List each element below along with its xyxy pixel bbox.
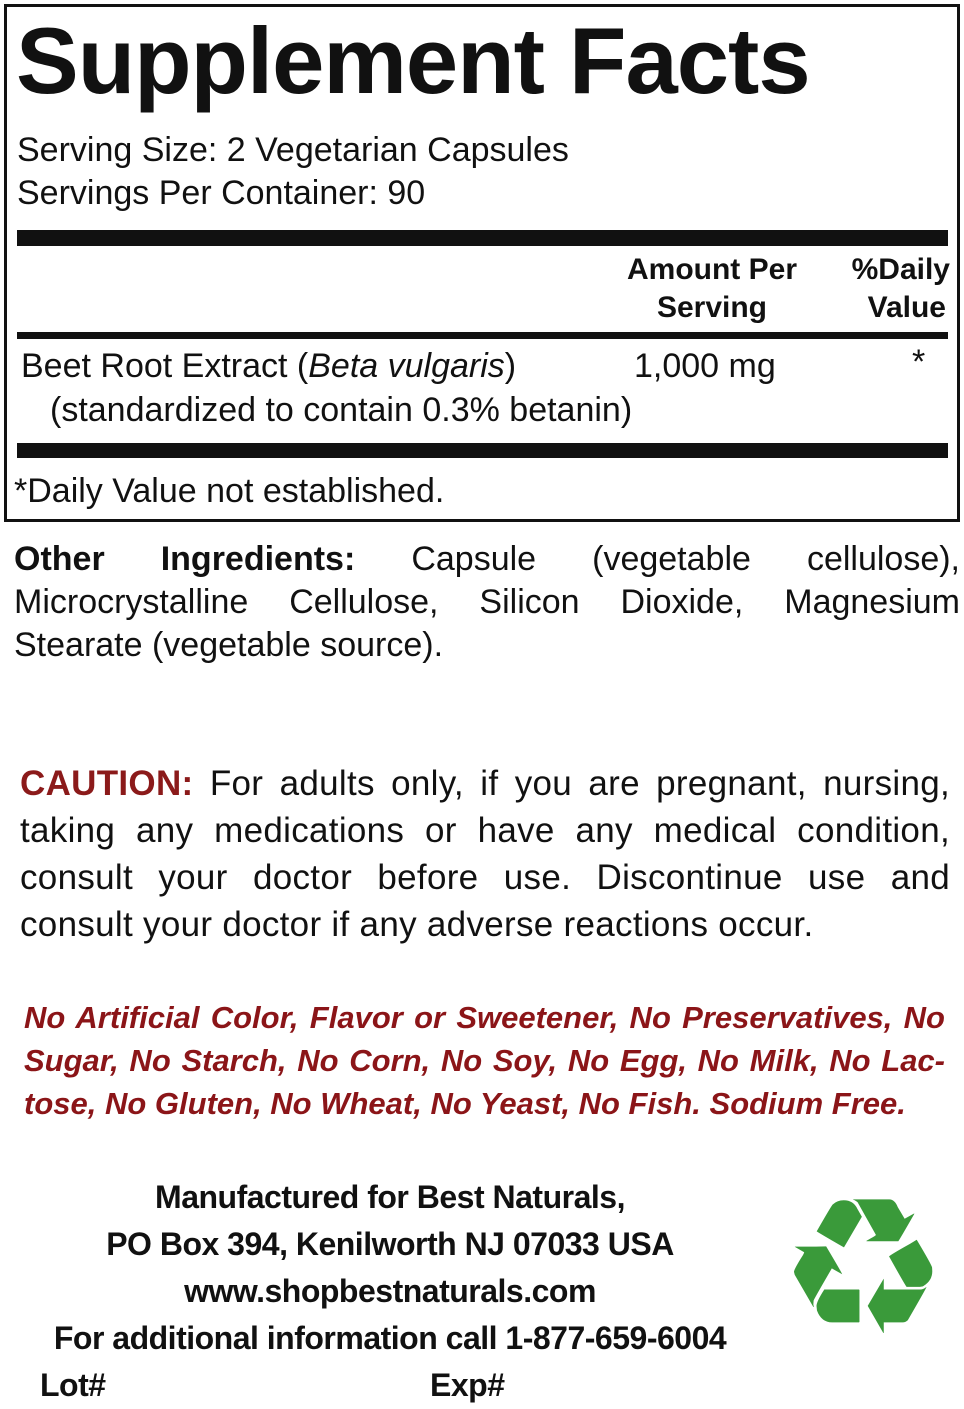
claims-line-3: tose, No Gluten, No Wheat, No Yeast, No … [24, 1086, 906, 1121]
caution-text: For adults only, if you are pregnant, nu… [209, 764, 951, 803]
claims-line-2: Sugar, No Starch, No Corn, No Soy, No Eg… [24, 1043, 945, 1078]
caution-line-1: CAUTION: For adults only, if you are pre… [20, 760, 950, 807]
website-link: www.shopbestnaturals.com [184, 1273, 596, 1309]
ingredient-latin-name: Beta vulgaris [308, 347, 505, 385]
other-ingredients-line-3: Stearate (vegetable source). [14, 626, 444, 664]
other-ingredients-line-1: Other Ingredients: Capsule (vegetable ce… [14, 538, 960, 581]
address-line: PO Box 394, Kenilworth NJ 07033 USA [106, 1226, 674, 1262]
supplement-facts-panel [4, 4, 960, 522]
ingredient-detail: (standardized to contain 0.3% betanin) [50, 391, 633, 429]
servings-per-container: Servings Per Container: 90 [17, 174, 426, 212]
serving-size: Serving Size: 2 Vegetarian Capsules [17, 131, 569, 169]
caution-label: CAUTION: [20, 764, 194, 803]
other-ingredients-text: Capsule (vegetable cellulose), [411, 540, 961, 578]
other-ingredients-line-2: Microcrystalline Cellulose, Silicon Diox… [14, 583, 960, 621]
ingredient-dv: * [912, 343, 926, 381]
recycle-icon: ♻ [778, 1157, 949, 1378]
footnote: *Daily Value not established. [14, 472, 445, 510]
caution-line-4: consult your doctor if any adverse react… [20, 905, 814, 944]
daily-value-header: %Daily Value [830, 251, 950, 327]
caution-line-2: taking any medications or have any medic… [20, 811, 950, 850]
thick-divider-bottom [17, 443, 948, 458]
medium-divider [17, 332, 948, 339]
other-ingredients-label: Other Ingredients: [14, 540, 356, 578]
dv-header-line2: Value [867, 291, 946, 324]
amount-header-line1: Amount Per [626, 253, 797, 286]
ingredient-amount: 1,000 mg [634, 347, 776, 385]
facts-title: Supplement Facts [16, 8, 811, 113]
amount-header-line2: Serving [656, 291, 768, 324]
ingredient-name: Beet Root Extract (Beta vulgaris) [21, 346, 516, 386]
exp-label: Exp# [430, 1367, 505, 1403]
ingredient-paren: ) [504, 347, 517, 385]
lot-label: Lot# [40, 1367, 106, 1403]
manufacturer-line: Manufactured for Best Naturals, [155, 1179, 625, 1215]
dv-header-line1: %Daily [851, 253, 950, 286]
phone-line: For additional information call 1-877-65… [53, 1320, 727, 1356]
claims-line-1: No Artificial Color, Flavor or Sweetener… [24, 1000, 945, 1035]
caution-line-3: consult your doctor before use. Disconti… [20, 858, 950, 897]
amount-header: Amount Per Serving [612, 251, 812, 327]
thick-divider [17, 230, 948, 246]
ingredient-common-name: Beet Root Extract ( [21, 347, 309, 385]
